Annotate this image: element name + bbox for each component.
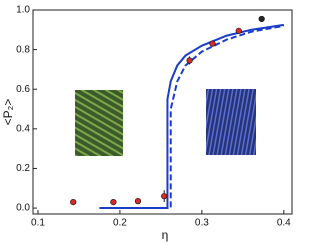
curve xyxy=(99,23,284,210)
point xyxy=(209,40,216,47)
y-tick-label: 0.0 xyxy=(16,203,30,214)
x-tick-label: 0.1 xyxy=(31,218,45,229)
y-axis-label: <P₂> xyxy=(1,99,15,126)
x-tick-label: 0.3 xyxy=(195,218,209,229)
point xyxy=(186,57,193,64)
inset-image xyxy=(75,90,123,156)
point xyxy=(110,199,117,206)
plot-frame xyxy=(32,9,293,215)
x-axis-label: η xyxy=(162,228,169,242)
y-tick-label: 0.4 xyxy=(16,123,30,134)
curve xyxy=(99,24,284,210)
y-tick-label: 0.2 xyxy=(16,163,30,174)
y-tick-label: 1.0 xyxy=(16,5,30,16)
point xyxy=(134,198,142,205)
x-tick-label: 0.4 xyxy=(277,218,291,229)
chart: η <P₂> 0.1 0.2 0.3 0.4 0.0 0.2 0.4 0.6 0.8 1.0 xyxy=(1,5,293,242)
point xyxy=(258,15,265,23)
y-tick-label: 0.6 xyxy=(16,84,30,95)
y-tick-label: 0.8 xyxy=(16,44,30,55)
point xyxy=(235,27,242,34)
point xyxy=(161,193,168,200)
point xyxy=(70,199,77,206)
inset-image xyxy=(206,89,256,155)
x-tick-label: 0.2 xyxy=(113,218,127,229)
